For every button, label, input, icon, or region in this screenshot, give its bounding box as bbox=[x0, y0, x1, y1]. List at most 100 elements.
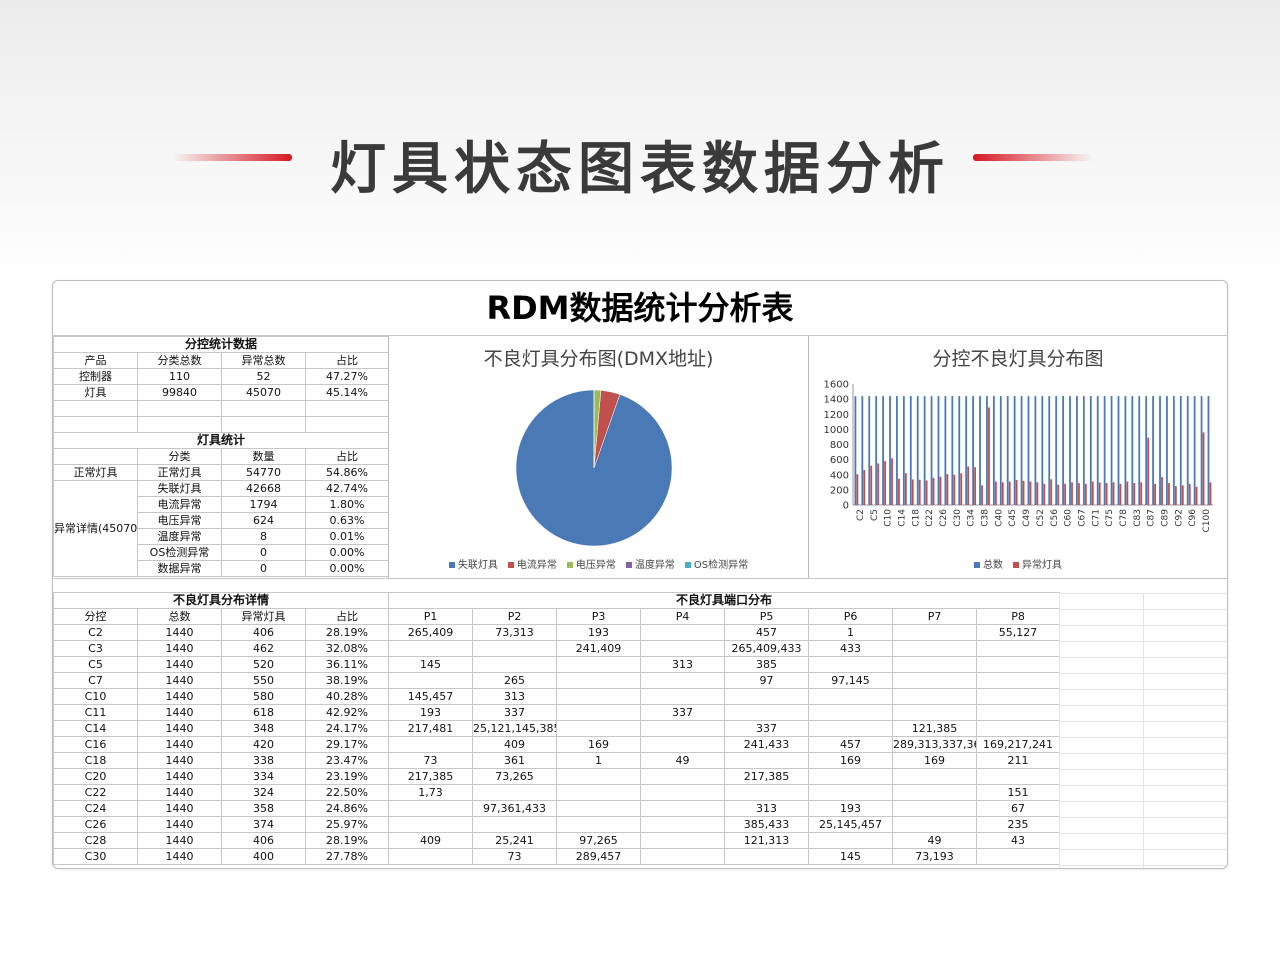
table-cell: 29.17% bbox=[304, 736, 390, 753]
table-cell: 49 bbox=[892, 832, 978, 849]
y-tick-label: 600 bbox=[830, 455, 849, 466]
bar-total bbox=[1166, 396, 1168, 505]
table-cell: C14 bbox=[53, 720, 138, 737]
table-cell bbox=[892, 768, 978, 785]
bar-total bbox=[1069, 396, 1071, 505]
x-tick-label: C34 bbox=[967, 509, 977, 527]
column-header: P3 bbox=[556, 608, 642, 625]
table-row: C3 1440 462 32.08% 241,409 265,409,433 433 bbox=[53, 640, 1061, 657]
table-cell bbox=[892, 656, 978, 673]
table-cell: 28.19% bbox=[304, 832, 390, 849]
table-cell bbox=[724, 784, 810, 801]
bar-abnormal bbox=[1084, 483, 1087, 505]
bar-total bbox=[958, 396, 961, 505]
table-cell: 1440 bbox=[137, 800, 222, 817]
legend-swatch bbox=[1013, 562, 1019, 568]
table-cell: 193 bbox=[556, 624, 642, 641]
table-cell: 25.97% bbox=[304, 816, 390, 833]
bar-abnormal bbox=[1140, 482, 1143, 505]
bar-total bbox=[1159, 396, 1161, 505]
legend-item: 总数 bbox=[974, 560, 1003, 571]
x-tick-label: C14 bbox=[897, 509, 907, 527]
bar-total bbox=[896, 396, 898, 505]
table-row: 正常灯具 正常灯具 54770 54.86% bbox=[53, 464, 390, 481]
pie-chart-title: 不良灯具分布图(DMX地址) bbox=[483, 348, 714, 370]
lamp-stats-header-row: 分类 数量 占比 bbox=[53, 448, 390, 465]
bar-total bbox=[1138, 396, 1141, 505]
table-cell: 0.01% bbox=[304, 528, 390, 545]
table-cell: 1440 bbox=[137, 688, 222, 705]
table-cell: 73 bbox=[472, 848, 558, 865]
column-header: 异常总数 bbox=[221, 352, 306, 369]
table-cell: C7 bbox=[53, 672, 138, 689]
table-cell bbox=[556, 768, 642, 785]
bar-abnormal bbox=[1057, 484, 1060, 505]
table-cell: 457 bbox=[724, 624, 810, 641]
table-cell bbox=[472, 784, 558, 801]
table-cell: 97,265 bbox=[556, 832, 642, 849]
table-cell: 1 bbox=[556, 752, 642, 769]
bar-total bbox=[882, 396, 884, 505]
bar-abnormal bbox=[877, 463, 880, 505]
bar-abnormal bbox=[1112, 482, 1115, 505]
column-header: 产品 bbox=[53, 352, 138, 369]
table-cell: 145 bbox=[388, 656, 474, 673]
table-cell bbox=[388, 672, 474, 689]
table-cell: C16 bbox=[53, 736, 138, 753]
bar-total bbox=[909, 396, 912, 505]
x-tick-label: C71 bbox=[1091, 509, 1101, 527]
table-cell: 409 bbox=[472, 736, 558, 753]
table-cell: C24 bbox=[53, 800, 138, 817]
table-cell bbox=[640, 848, 726, 865]
table-cell: 24.86% bbox=[304, 800, 390, 817]
bar-total bbox=[944, 396, 947, 505]
table-cell: 1440 bbox=[137, 768, 222, 785]
table-cell bbox=[808, 784, 894, 801]
table-cell: 618 bbox=[221, 704, 306, 721]
table-cell: 406 bbox=[221, 832, 306, 849]
bar-total bbox=[1124, 396, 1127, 505]
bar-total bbox=[1152, 396, 1154, 505]
table-cell: 0.00% bbox=[304, 544, 390, 561]
table-cell: 169 bbox=[556, 736, 642, 753]
bar-chart: 分控不良灯具分布图 0 200 400 600 800 1000 1200 1400 1600 C… bbox=[808, 336, 1227, 578]
row-group-label: 正常灯具 bbox=[53, 464, 138, 481]
bar-total bbox=[937, 396, 940, 505]
y-tick-label: 1000 bbox=[824, 425, 849, 436]
table-cell bbox=[640, 768, 726, 785]
bar-chart-legend: 总数 异常灯具 bbox=[809, 556, 1227, 571]
bar-abnormal bbox=[1029, 481, 1032, 505]
table-cell: 1440 bbox=[137, 640, 222, 657]
legend-label: OS检测异常 bbox=[693, 560, 749, 571]
table-cell: 217,385 bbox=[388, 768, 474, 785]
bar-total bbox=[999, 396, 1002, 505]
bar-abnormal bbox=[856, 474, 859, 505]
bar-abnormal bbox=[939, 476, 942, 505]
table-cell bbox=[976, 720, 1061, 737]
bar-total bbox=[1200, 396, 1203, 505]
table-cell: 0.00% bbox=[304, 560, 390, 577]
x-tick-label: C26 bbox=[939, 509, 949, 527]
table-cell bbox=[556, 704, 642, 721]
bar-abnormal bbox=[953, 474, 956, 505]
legend-item: OS检测异常 bbox=[684, 560, 749, 571]
table-cell bbox=[472, 640, 558, 657]
legend-item: 失联灯具 bbox=[448, 560, 498, 571]
table-cell bbox=[556, 672, 642, 689]
bar-total bbox=[1207, 396, 1210, 505]
bar-abnormal bbox=[988, 407, 990, 505]
bar-abnormal bbox=[1147, 437, 1150, 505]
table-row: 异常详情(45070) 失联灯具 42668 42.74% bbox=[53, 480, 390, 577]
bar-abnormal bbox=[1202, 432, 1205, 505]
table-cell: 406 bbox=[221, 624, 306, 641]
legend-label: 总数 bbox=[983, 560, 1003, 571]
table-cell bbox=[892, 800, 978, 817]
table-cell bbox=[976, 688, 1061, 705]
bar-abnormal bbox=[967, 466, 970, 505]
section-divider bbox=[53, 578, 1227, 579]
bar-abnormal bbox=[1008, 481, 1011, 505]
y-tick-label: 1400 bbox=[824, 395, 849, 406]
table-cell: 433 bbox=[808, 640, 894, 657]
bar-total bbox=[1062, 396, 1064, 505]
lamp-stats-table: 灯具统计 分类 数量 占比 正常灯具 正常灯具 54770 54.86% 异常详情(4507… bbox=[53, 432, 390, 577]
